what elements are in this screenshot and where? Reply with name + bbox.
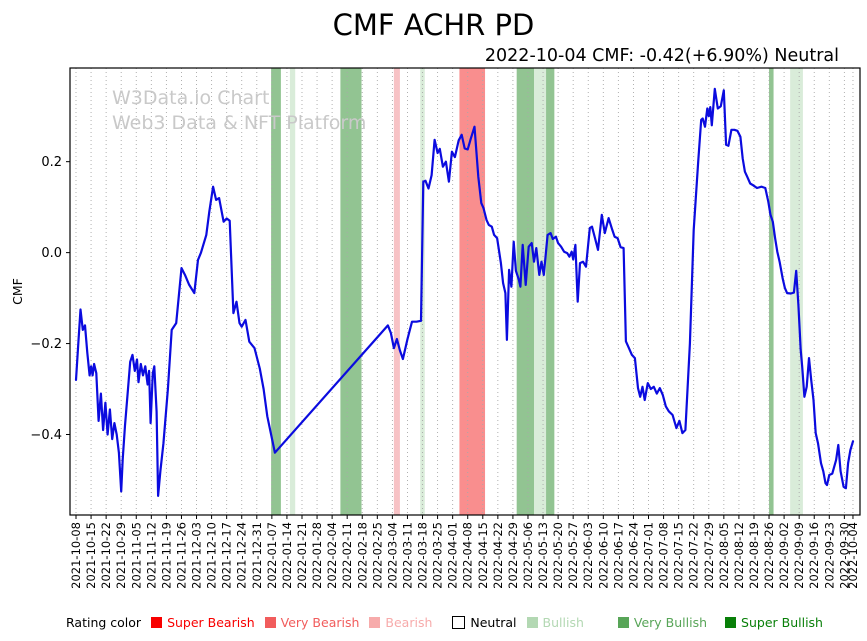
- x-tick-label: 2021-10-22: [99, 522, 113, 589]
- x-tick-label: 2022-01-21: [295, 522, 309, 589]
- rating-band-very_bullish: [516, 68, 535, 515]
- legend-swatch-very_bearish: [264, 617, 276, 628]
- x-tick-label: 2022-08-26: [762, 522, 776, 589]
- x-tick-label: 2021-11-05: [129, 522, 143, 589]
- legend-item-very_bullish: Very Bullish: [617, 615, 708, 630]
- rating-band-very_bullish: [546, 68, 555, 515]
- x-tick-label: 2022-06-03: [581, 522, 595, 589]
- chart-subtitle: 2022-10-04 CMF: -0.42(+6.90%) Neutral: [484, 46, 839, 66]
- x-tick-label: 2022-09-30: [837, 522, 851, 589]
- x-tick-label: 2022-09-09: [792, 522, 806, 589]
- legend-label-super_bullish: Super Bullish: [741, 615, 823, 630]
- x-tick-label: 2022-02-25: [370, 522, 384, 589]
- y-axis-label: CMF: [10, 278, 25, 305]
- legend-label-neutral: Neutral: [470, 615, 517, 630]
- x-tick-label: 2021-12-17: [220, 522, 234, 589]
- x-tick-label: 2022-10-04: [846, 522, 860, 589]
- legend-item-neutral: Neutral: [452, 615, 517, 630]
- x-tick-label: 2021-11-26: [174, 522, 188, 589]
- y-tick-label: −0.4: [30, 428, 62, 443]
- x-tick-label: 2022-01-07: [265, 522, 279, 589]
- legend-label-very_bullish: Very Bullish: [633, 615, 708, 630]
- x-tick-label: 2022-02-11: [340, 522, 354, 589]
- x-tick-label: 2021-12-24: [235, 522, 249, 589]
- legend-item-super_bearish: Super Bearish: [151, 615, 255, 630]
- x-tick-label: 2022-04-22: [491, 522, 505, 589]
- x-tick-label: 2022-05-06: [521, 522, 535, 589]
- x-tick-label: 2022-07-08: [657, 522, 671, 589]
- x-tick-label: 2022-02-18: [355, 522, 369, 589]
- rating-band-very_bullish: [271, 68, 281, 515]
- x-tick-label: 2021-11-19: [159, 522, 173, 589]
- x-tick-label: 2022-05-13: [536, 522, 550, 589]
- x-tick-label: 2021-11-12: [144, 522, 158, 589]
- x-tick-label: 2021-10-15: [84, 522, 98, 589]
- x-tick-label: 2022-07-01: [642, 522, 656, 589]
- x-tick-label: 2022-03-11: [400, 522, 414, 589]
- x-tick-label: 2022-01-28: [310, 522, 324, 589]
- x-tick-label: 2022-08-12: [732, 522, 746, 589]
- legend-swatch-super_bullish: [725, 617, 737, 628]
- legend-title: Rating color: [66, 615, 142, 630]
- legend-label-bullish: Bullish: [542, 615, 584, 630]
- x-tick-label: 2022-06-24: [626, 522, 640, 589]
- x-tick-label: 2022-05-27: [566, 522, 580, 589]
- x-tick-label: 2022-03-18: [416, 522, 430, 589]
- legend-item-super_bullish: Super Bullish: [725, 615, 823, 630]
- x-tick-label: 2022-06-17: [611, 522, 625, 589]
- x-tick-label: 2022-07-15: [672, 522, 686, 589]
- legend-label-super_bearish: Super Bearish: [167, 615, 255, 630]
- x-tick-label: 2022-05-20: [551, 522, 565, 589]
- watermark: W3Data.io Chart Web3 Data & NFT Platform: [112, 86, 366, 136]
- legend-swatch-bearish: [369, 617, 381, 628]
- x-tick-label: 2022-03-04: [385, 522, 399, 589]
- x-tick-label: 2022-09-16: [807, 522, 821, 589]
- x-tick-label: 2022-06-10: [596, 522, 610, 589]
- watermark-line-2: Web3 Data & NFT Platform: [112, 112, 367, 134]
- x-tick-label: 2022-04-29: [506, 522, 520, 589]
- legend-item-bullish: Bullish: [526, 615, 584, 630]
- x-tick-label: 2022-08-19: [747, 522, 761, 589]
- legend-label-bearish: Bearish: [385, 615, 433, 630]
- chart-title: CMF ACHR PD: [332, 8, 535, 42]
- legend-swatch-very_bullish: [617, 617, 629, 628]
- rating-band-bullish: [289, 68, 296, 515]
- y-tick-label: 0.2: [41, 155, 62, 170]
- legend-swatch-bullish: [526, 617, 538, 628]
- x-tick-label: 2021-10-29: [114, 522, 128, 589]
- rating-legend: Rating color Super Bearish Very Bearish Be…: [66, 615, 823, 630]
- rating-band-very_bullish: [769, 68, 774, 515]
- x-tick-label: 2022-01-14: [280, 522, 294, 589]
- x-tick-label: 2021-10-08: [69, 522, 83, 589]
- y-tick-label: −0.2: [30, 337, 62, 352]
- legend-swatch-neutral: [452, 616, 466, 629]
- x-tick-label: 2022-09-02: [777, 522, 791, 589]
- x-tick-label: 2022-08-05: [717, 522, 731, 589]
- legend-swatch-super_bearish: [151, 617, 163, 628]
- watermark-line-1: W3Data.io Chart: [112, 87, 270, 109]
- rating-band-bullish: [534, 68, 547, 515]
- x-tick-label: 2021-12-31: [250, 522, 264, 589]
- legend-item-very_bearish: Very Bearish: [264, 615, 360, 630]
- y-tick-label: 0.0: [41, 246, 62, 261]
- rating-band-very_bullish: [340, 68, 362, 515]
- legend-label-very_bearish: Very Bearish: [280, 615, 360, 630]
- x-tick-label: 2022-04-01: [446, 522, 460, 589]
- x-tick-label: 2022-03-25: [431, 522, 445, 589]
- x-tick-label: 2021-12-10: [205, 522, 219, 589]
- legend-item-bearish: Bearish: [369, 615, 432, 630]
- rating-band-bearish: [393, 68, 400, 515]
- plot-frame: [69, 67, 861, 516]
- cmf-line-series: [74, 87, 855, 497]
- x-tick-label: 2022-02-04: [325, 522, 339, 589]
- x-tick-label: 2022-04-08: [461, 522, 475, 589]
- x-tick-label: 2022-07-29: [702, 522, 716, 589]
- x-tick-label: 2022-04-15: [476, 522, 490, 589]
- x-tick-label: 2022-07-22: [687, 522, 701, 589]
- x-tick-label: 2022-09-23: [822, 522, 836, 589]
- x-tick-label: 2021-12-03: [190, 522, 204, 589]
